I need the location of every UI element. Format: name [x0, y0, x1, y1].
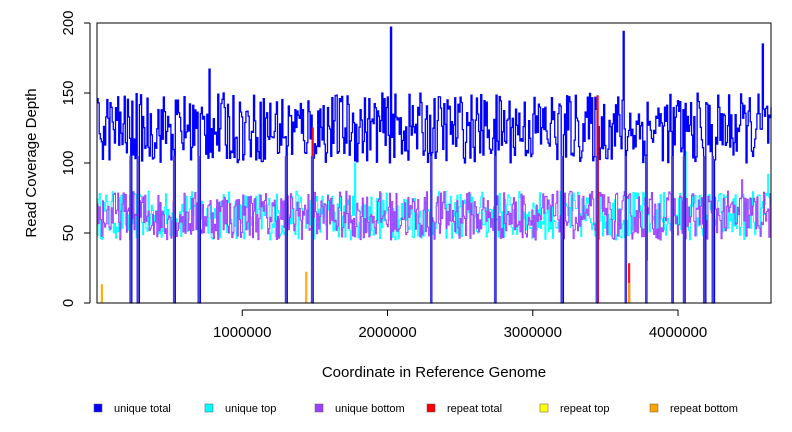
- x-tick-label: 4000000: [649, 324, 707, 341]
- legend-swatch-repeat-bottom: [649, 403, 659, 413]
- legend-swatch-unique-bottom: [314, 403, 324, 413]
- y-axis-label: Read Coverage Depth: [23, 88, 40, 237]
- legend-label-unique-top: unique top: [225, 403, 276, 415]
- x-axis-label: Coordinate in Reference Genome: [322, 364, 546, 381]
- y-axis: 0 50 100 150 200: [60, 10, 91, 307]
- legend-swatch-unique-total: [93, 403, 103, 413]
- y-tick-label: 0: [60, 299, 77, 307]
- y-tick-label: 100: [60, 150, 77, 175]
- x-axis: 1000000 2000000 3000000 4000000: [213, 309, 707, 341]
- series-layer: [97, 26, 772, 304]
- legend-swatch-unique-top: [204, 403, 214, 413]
- legend: unique total unique top unique bottom repea…: [93, 403, 738, 415]
- legend-label-unique-bottom: unique bottom: [335, 403, 405, 415]
- x-tick-label: 1000000: [213, 324, 271, 341]
- series-line-unique-bottom: [97, 179, 772, 304]
- legend-swatch-repeat-total: [426, 403, 436, 413]
- x-tick-label: 2000000: [358, 324, 416, 341]
- legend-label-unique-total: unique total: [114, 403, 171, 415]
- y-tick-label: 200: [60, 10, 77, 35]
- legend-label-repeat-bottom: repeat bottom: [670, 403, 738, 415]
- x-tick-label: 3000000: [504, 324, 562, 341]
- y-tick-label: 50: [60, 225, 77, 242]
- y-tick-label: 150: [60, 80, 77, 105]
- plot-frame: [96, 22, 772, 304]
- legend-label-repeat-top: repeat top: [560, 403, 610, 415]
- legend-label-repeat-total: repeat total: [447, 403, 502, 415]
- series-line-unique-total: [97, 26, 772, 304]
- legend-swatch-repeat-top: [539, 403, 549, 413]
